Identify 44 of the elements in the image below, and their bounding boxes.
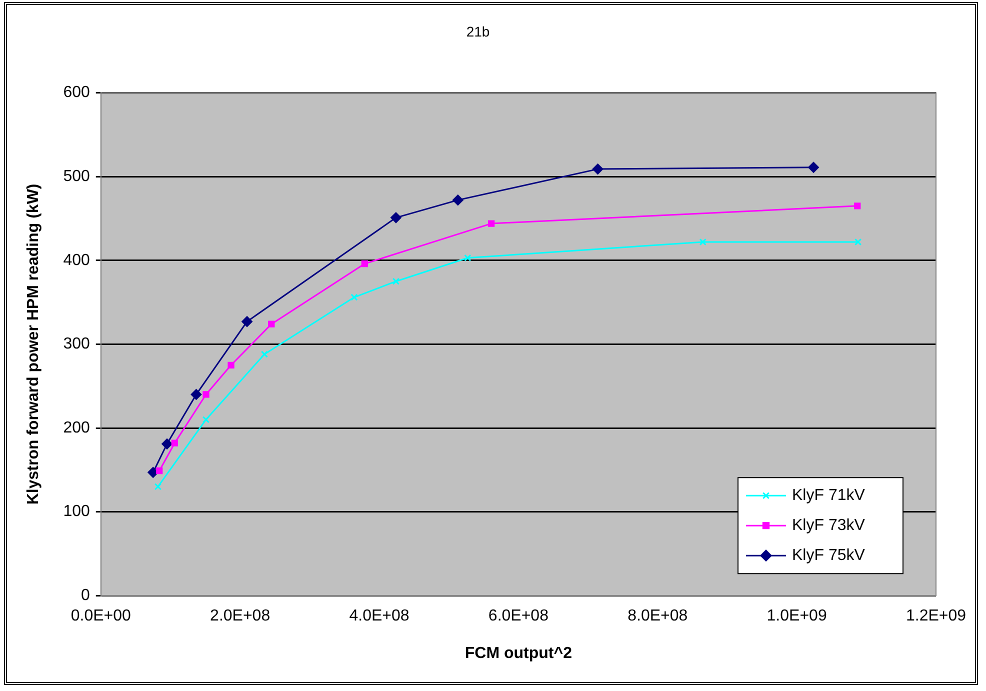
- point: [808, 162, 820, 173]
- point: [202, 391, 210, 398]
- point: [488, 220, 495, 227]
- point: [260, 350, 268, 358]
- point: [228, 362, 234, 368]
- y-tick-label: 100: [63, 503, 90, 520]
- x-tick-label: 2.0E+08: [210, 608, 270, 625]
- point: [148, 466, 159, 478]
- point: [854, 238, 862, 246]
- point: [390, 212, 402, 224]
- point: [361, 260, 368, 268]
- point: [242, 316, 253, 328]
- point: [202, 416, 210, 424]
- point: [154, 483, 162, 490]
- point: [592, 164, 604, 175]
- point: [162, 438, 173, 450]
- legend-label: KlyF 75kV: [792, 547, 866, 564]
- point: [392, 278, 400, 285]
- x-tick-label: 4.0E+08: [349, 608, 410, 625]
- point: [268, 320, 275, 328]
- y-tick-label: 400: [63, 252, 90, 269]
- point: [190, 388, 202, 400]
- x-axis-title: FCM output^2: [464, 644, 572, 662]
- y-tick-label: 200: [63, 419, 90, 436]
- x-tick-label: 0.0E+00: [70, 608, 132, 625]
- chart-title: 21b: [466, 23, 490, 40]
- x-tick-label: 8.0E+08: [628, 608, 688, 625]
- x-tick-label: 6.0E+08: [488, 608, 549, 625]
- y-tick-label: 600: [63, 84, 90, 102]
- point: [699, 238, 706, 246]
- x-tick-label: 1.0E+09: [766, 608, 827, 625]
- legend-label: KlyF 71kV: [792, 487, 866, 504]
- point: [464, 254, 472, 262]
- y-tick-label: 500: [63, 168, 90, 186]
- point: [350, 294, 358, 301]
- legend-label: KlyF 73kV: [792, 517, 866, 534]
- point: [156, 467, 163, 474]
- y-axis-title: Klystron forward power HPM reading (kW): [25, 184, 42, 505]
- point: [452, 194, 464, 206]
- y-tick-label: 300: [63, 336, 90, 353]
- x-tick-label: 1.2E+09: [906, 608, 966, 625]
- y-tick-label: 0: [80, 587, 90, 604]
- point: [171, 440, 178, 446]
- point: [854, 202, 861, 210]
